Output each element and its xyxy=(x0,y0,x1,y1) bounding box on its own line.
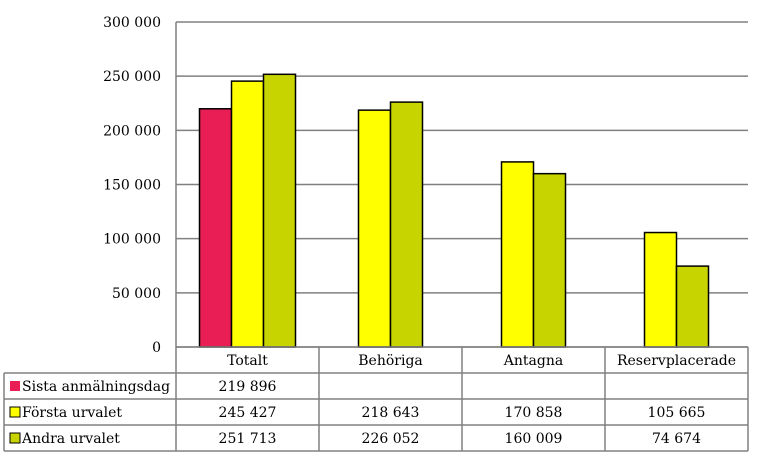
bar-behöriga-series-1 xyxy=(357,109,392,348)
bar-behöriga-series-2 xyxy=(389,101,424,348)
y-tick-label: 200 000 xyxy=(103,123,161,139)
bar-totalt-series-0 xyxy=(198,108,233,348)
bar-reservplacerade-series-2 xyxy=(675,265,710,348)
legend-key xyxy=(9,432,21,444)
y-tick-label: 100 000 xyxy=(103,232,161,248)
data-label: 74 674 xyxy=(652,431,701,447)
data-label: 251 713 xyxy=(219,431,277,447)
legend-key xyxy=(10,381,20,391)
legend-key xyxy=(9,406,21,418)
bar-reservplacerade-series-1 xyxy=(643,231,678,348)
data-label: 160 009 xyxy=(505,431,563,447)
category-label: Behöriga xyxy=(358,353,423,369)
data-label: 170 858 xyxy=(505,405,563,421)
category-label: Antagna xyxy=(503,353,563,369)
y-tick-label: 0 xyxy=(152,340,161,356)
y-axis-ticks: 0 50 000 100 000 150 000 200 000 250 000 300 0… xyxy=(103,15,161,356)
category-label: Totalt xyxy=(227,353,268,369)
y-tick-label: 150 000 xyxy=(103,178,161,194)
y-tick-label: 300 000 xyxy=(103,15,161,31)
data-label: 218 643 xyxy=(362,405,420,421)
legend-label: Andra urvalet xyxy=(21,431,120,447)
legend-label: Första urvalet xyxy=(22,405,122,421)
data-table: Totalt Behöriga Antagna Reservplacerade Sist… xyxy=(3,346,749,452)
bar-antagna-series-2 xyxy=(532,172,567,348)
category-label: Reservplacerade xyxy=(617,353,736,369)
data-label: 219 896 xyxy=(219,379,277,395)
bars xyxy=(198,73,710,348)
bar-totalt-series-1 xyxy=(230,80,265,348)
bar-totalt-series-2 xyxy=(262,73,297,348)
data-label: 226 052 xyxy=(362,431,420,447)
y-tick-label: 250 000 xyxy=(103,69,161,85)
data-label: 245 427 xyxy=(219,405,277,421)
bar-antagna-series-1 xyxy=(500,161,535,348)
legend-label: Sista anmälningsdag xyxy=(22,379,170,395)
data-label: 105 665 xyxy=(648,405,706,421)
y-tick-label: 50 000 xyxy=(112,286,161,302)
